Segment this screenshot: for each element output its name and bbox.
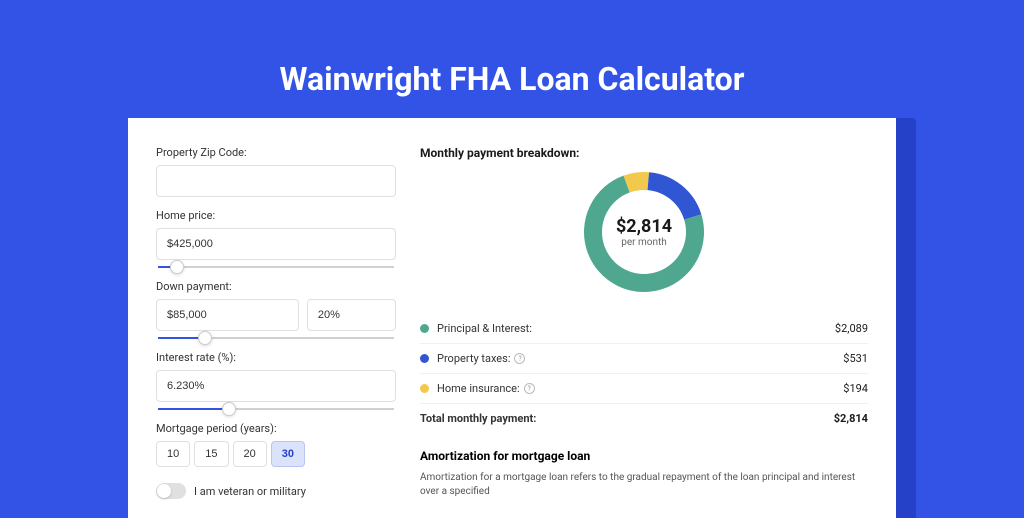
info-icon[interactable]: ? (524, 383, 535, 394)
legend-label: Home insurance:? (437, 382, 843, 395)
legend-value: $531 (843, 352, 868, 365)
legend-label: Principal & Interest: (437, 322, 835, 335)
donut-amount: $2,814 (584, 216, 704, 237)
veteran-label: I am veteran or military (194, 485, 306, 498)
legend-dot (420, 324, 429, 333)
slider-thumb[interactable] (198, 331, 212, 345)
down-payment-input[interactable] (156, 299, 299, 331)
legend-row: Principal & Interest:$2,089 (420, 314, 868, 344)
down-payment-percent-input[interactable] (307, 299, 396, 331)
total-value: $2,814 (834, 412, 868, 425)
period-button-30[interactable]: 30 (271, 441, 305, 467)
home-price-label: Home price: (156, 209, 396, 222)
legend-row: Home insurance:?$194 (420, 374, 868, 404)
total-label: Total monthly payment: (420, 412, 834, 425)
home-price-input[interactable] (156, 228, 396, 260)
legend-label: Property taxes:? (437, 352, 843, 365)
amortization-title: Amortization for mortgage loan (420, 449, 868, 463)
mortgage-period-label: Mortgage period (years): (156, 422, 396, 435)
info-icon[interactable]: ? (514, 353, 525, 364)
legend-value: $2,089 (835, 322, 868, 335)
payment-donut-chart: $2,814 per month (584, 172, 704, 292)
down-payment-label: Down payment: (156, 280, 396, 293)
calculator-card: Property Zip Code: Home price: Down paym… (128, 118, 896, 518)
legend-dot (420, 384, 429, 393)
home-price-slider[interactable] (158, 266, 394, 268)
period-button-20[interactable]: 20 (233, 441, 267, 467)
slider-thumb[interactable] (222, 402, 236, 416)
legend-row: Property taxes:?$531 (420, 344, 868, 374)
amortization-text: Amortization for a mortgage loan refers … (420, 471, 868, 499)
zip-input[interactable] (156, 165, 396, 197)
legend-value: $194 (843, 382, 868, 395)
down-payment-slider[interactable] (158, 337, 394, 339)
veteran-toggle[interactable] (156, 483, 186, 499)
breakdown-panel: Monthly payment breakdown: $2,814 per mo… (420, 146, 868, 518)
donut-sub: per month (584, 237, 704, 248)
period-button-10[interactable]: 10 (156, 441, 190, 467)
slider-thumb[interactable] (170, 260, 184, 274)
legend-dot (420, 354, 429, 363)
inputs-panel: Property Zip Code: Home price: Down paym… (156, 146, 396, 518)
period-button-15[interactable]: 15 (194, 441, 228, 467)
interest-rate-label: Interest rate (%): (156, 351, 396, 364)
interest-rate-slider[interactable] (158, 408, 394, 410)
interest-rate-input[interactable] (156, 370, 396, 402)
mortgage-period-options: 10152030 (156, 441, 396, 467)
page-title: Wainwright FHA Loan Calculator (0, 60, 1024, 98)
zip-label: Property Zip Code: (156, 146, 396, 159)
toggle-knob (157, 484, 171, 498)
breakdown-title: Monthly payment breakdown: (420, 146, 868, 160)
